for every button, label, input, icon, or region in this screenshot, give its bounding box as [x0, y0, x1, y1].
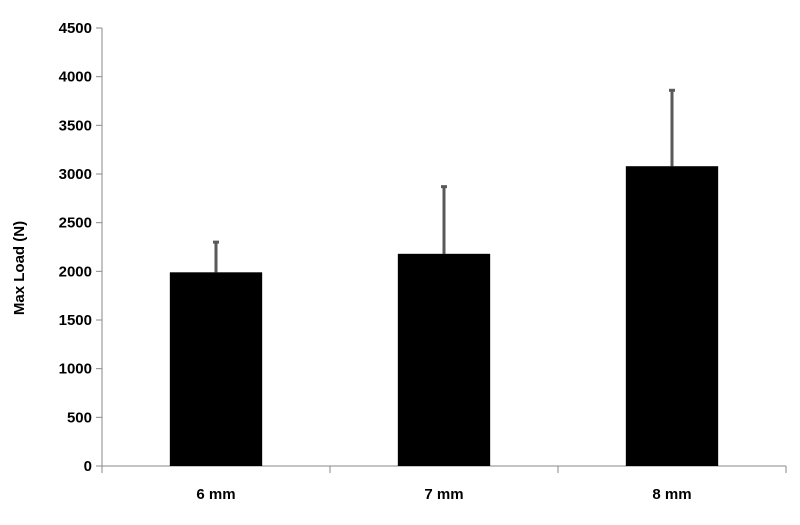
bar-8-mm: [625, 166, 719, 467]
y-tick-label: 500: [67, 409, 92, 426]
error-bars: [213, 88, 675, 273]
y-tick-label: 1000: [59, 361, 92, 378]
bar-7-mm: [397, 253, 491, 466]
bar-6-mm: [169, 272, 263, 466]
x-tick-label: 8 mm: [652, 486, 691, 503]
y-tick-label: 0: [84, 458, 92, 475]
y-axis-title: Max Load (N): [11, 221, 28, 315]
y-tick-labels: 0 500 1000 1500 2000 2500 3000 3500 4000 4500: [59, 20, 92, 475]
y-tick-label: 3500: [59, 117, 92, 134]
x-tick-labels: 6 mm 7 mm 8 mm: [196, 486, 691, 503]
x-tick-label: 7 mm: [424, 486, 463, 503]
y-tick-label: 1500: [59, 312, 92, 329]
y-tick-label: 3000: [59, 166, 92, 183]
x-tick-label: 6 mm: [196, 486, 235, 503]
y-tick-label: 4500: [59, 20, 92, 37]
y-axis: [96, 27, 103, 467]
y-tick-label: 4000: [59, 69, 92, 86]
y-tick-label: 2000: [59, 263, 92, 280]
y-tick-label: 2500: [59, 215, 92, 232]
x-axis: [101, 465, 787, 473]
bars: [169, 166, 719, 467]
